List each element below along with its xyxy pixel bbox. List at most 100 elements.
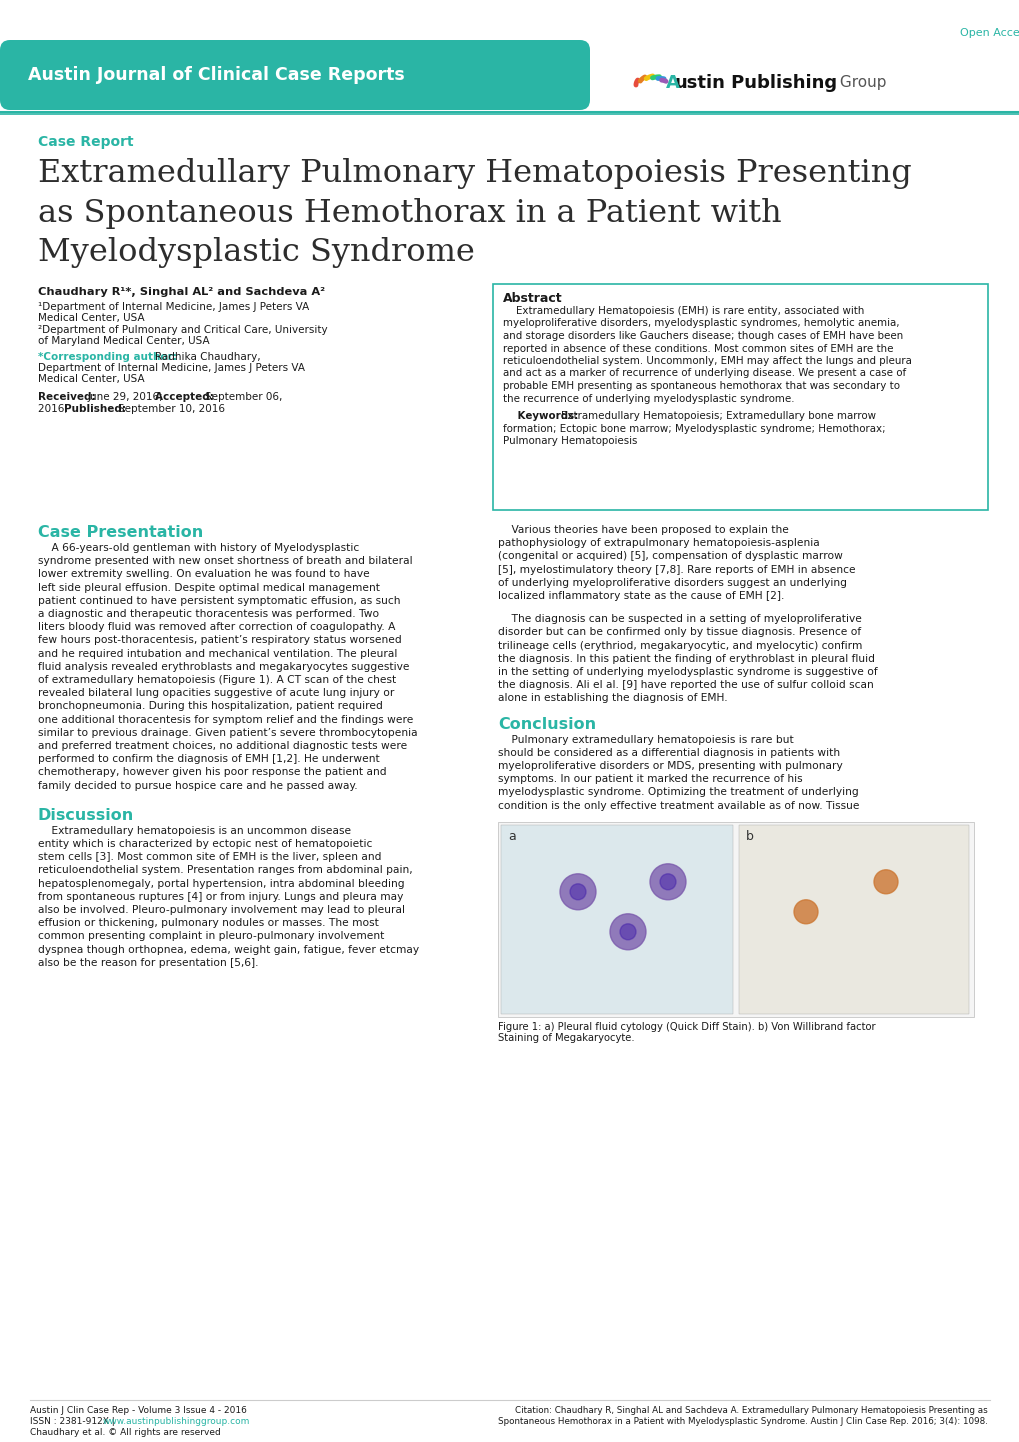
Text: disorder but can be confirmed only by tissue diagnosis. Presence of: disorder but can be confirmed only by ti…: [497, 627, 860, 637]
Text: probable EMH presenting as spontaneous hemothorax that was secondary to: probable EMH presenting as spontaneous h…: [502, 381, 899, 391]
Text: condition is the only effective treatment available as of now. Tissue: condition is the only effective treatmen…: [497, 800, 859, 810]
Text: Radhika Chaudhary,: Radhika Chaudhary,: [155, 352, 261, 362]
Text: myeloproliferative disorders or MDS, presenting with pulmonary: myeloproliferative disorders or MDS, pre…: [497, 761, 842, 771]
Text: Myelodysplastic Syndrome: Myelodysplastic Syndrome: [38, 236, 475, 268]
Text: hepatosplenomegaly, portal hypertension, intra abdominal bleeding: hepatosplenomegaly, portal hypertension,…: [38, 878, 405, 888]
Text: b: b: [745, 829, 753, 842]
Text: family decided to pursue hospice care and he passed away.: family decided to pursue hospice care an…: [38, 780, 358, 790]
Text: Group: Group: [835, 75, 886, 91]
Text: pathophysiology of extrapulmonary hematopoiesis-asplenia: pathophysiology of extrapulmonary hemato…: [497, 538, 819, 548]
Text: Pulmonary extramedullary hematopoiesis is rare but: Pulmonary extramedullary hematopoiesis i…: [497, 734, 793, 744]
Text: from spontaneous ruptures [4] or from injury. Lungs and pleura may: from spontaneous ruptures [4] or from in…: [38, 891, 403, 901]
Text: liters bloody fluid was removed after correction of coagulopathy. A: liters bloody fluid was removed after co…: [38, 622, 395, 632]
Text: ISSN : 2381-912X |: ISSN : 2381-912X |: [30, 1417, 117, 1426]
Text: Extramedullary Pulmonary Hematopoiesis Presenting: Extramedullary Pulmonary Hematopoiesis P…: [38, 159, 911, 189]
Text: dyspnea though orthopnea, edema, weight gain, fatigue, fever etcmay: dyspnea though orthopnea, edema, weight …: [38, 945, 419, 955]
Text: Extramedullary hematopoiesis is an uncommon disease: Extramedullary hematopoiesis is an uncom…: [38, 826, 351, 836]
Text: left side pleural effusion. Despite optimal medical management: left side pleural effusion. Despite opti…: [38, 583, 380, 593]
Text: (congenital or acquired) [5], compensation of dysplastic marrow: (congenital or acquired) [5], compensati…: [497, 551, 842, 561]
Text: September 06,: September 06,: [205, 392, 282, 402]
Text: effusion or thickening, pulmonary nodules or masses. The most: effusion or thickening, pulmonary nodule…: [38, 919, 378, 929]
Text: ¹Department of Internal Medicine, James J Peters VA: ¹Department of Internal Medicine, James …: [38, 301, 309, 311]
Text: Medical Center, USA: Medical Center, USA: [38, 313, 145, 323]
Text: myelodysplastic syndrome. Optimizing the treatment of underlying: myelodysplastic syndrome. Optimizing the…: [497, 787, 858, 797]
Text: of Maryland Medical Center, USA: of Maryland Medical Center, USA: [38, 336, 210, 346]
Text: June 29, 2016;: June 29, 2016;: [88, 392, 167, 402]
Text: localized inflammatory state as the cause of EMH [2].: localized inflammatory state as the caus…: [497, 591, 784, 601]
Text: as Spontaneous Hemothorax in a Patient with: as Spontaneous Hemothorax in a Patient w…: [38, 198, 781, 229]
Text: symptoms. In our patient it marked the recurrence of his: symptoms. In our patient it marked the r…: [497, 774, 802, 784]
Text: A: A: [665, 74, 680, 92]
Text: bronchopneumonia. During this hospitalization, patient required: bronchopneumonia. During this hospitaliz…: [38, 701, 382, 711]
Text: and act as a marker of recurrence of underlying disease. We present a case of: and act as a marker of recurrence of und…: [502, 369, 905, 378]
Text: Discussion: Discussion: [38, 808, 135, 823]
Text: Conclusion: Conclusion: [497, 717, 595, 731]
Text: a diagnostic and therapeutic thoracentesis was performed. Two: a diagnostic and therapeutic thoracentes…: [38, 609, 379, 619]
Text: Keywords:: Keywords:: [502, 411, 581, 421]
Text: reticuloendothelial system. Presentation ranges from abdominal pain,: reticuloendothelial system. Presentation…: [38, 865, 413, 875]
Text: A 66-years-old gentleman with history of Myelodysplastic: A 66-years-old gentleman with history of…: [38, 544, 359, 552]
Text: Accepted:: Accepted:: [155, 392, 217, 402]
Text: myeloproliferative disorders, myelodysplastic syndromes, hemolytic anemia,: myeloproliferative disorders, myelodyspl…: [502, 319, 899, 329]
Text: trilineage cells (erythriod, megakaryocytic, and myelocytic) confirm: trilineage cells (erythriod, megakaryocy…: [497, 640, 861, 650]
Text: Pulmonary Hematopoiesis: Pulmonary Hematopoiesis: [502, 435, 637, 446]
Circle shape: [659, 874, 676, 890]
Bar: [500, 825, 733, 1014]
Text: one additional thoracentesis for symptom relief and the findings were: one additional thoracentesis for symptom…: [38, 715, 413, 724]
Text: and he required intubation and mechanical ventilation. The pleural: and he required intubation and mechanica…: [38, 649, 397, 659]
Text: of extramedullary hematopoiesis (Figure 1). A CT scan of the chest: of extramedullary hematopoiesis (Figure …: [38, 675, 395, 685]
Bar: [739, 825, 968, 1014]
Text: Chaudhary et al. © All rights are reserved: Chaudhary et al. © All rights are reserv…: [30, 1428, 220, 1438]
Text: syndrome presented with new onset shortness of breath and bilateral: syndrome presented with new onset shortn…: [38, 557, 413, 567]
Text: fluid analysis revealed erythroblasts and megakaryocytes suggestive: fluid analysis revealed erythroblasts an…: [38, 662, 409, 672]
Text: Chaudhary R¹*, Singhal AL² and Sachdeva A²: Chaudhary R¹*, Singhal AL² and Sachdeva …: [38, 287, 325, 297]
Text: Citation: Chaudhary R, Singhal AL and Sachdeva A. Extramedullary Pulmonary Hemat: Citation: Chaudhary R, Singhal AL and Sa…: [515, 1406, 987, 1415]
Circle shape: [873, 870, 897, 894]
Text: Spontaneous Hemothorax in a Patient with Myelodysplastic Syndrome. Austin J Clin: Spontaneous Hemothorax in a Patient with…: [497, 1417, 987, 1426]
Text: revealed bilateral lung opacities suggestive of acute lung injury or: revealed bilateral lung opacities sugges…: [38, 688, 394, 698]
Text: Extramedullary Hematopoiesis; Extramedullary bone marrow: Extramedullary Hematopoiesis; Extramedul…: [560, 411, 875, 421]
Text: common presenting complaint in pleuro-pulmonary involvement: common presenting complaint in pleuro-pu…: [38, 932, 384, 942]
Text: ust: ust: [675, 74, 706, 92]
Text: also be involved. Pleuro-pulmonary involvement may lead to pleural: also be involved. Pleuro-pulmonary invol…: [38, 906, 405, 916]
Text: in Publishing: in Publishing: [705, 74, 837, 92]
Text: formation; Ectopic bone marrow; Myelodysplastic syndrome; Hemothorax;: formation; Ectopic bone marrow; Myelodys…: [502, 424, 884, 434]
Circle shape: [570, 884, 586, 900]
Text: patient continued to have persistent symptomatic effusion, as such: patient continued to have persistent sym…: [38, 596, 400, 606]
Text: Open Access: Open Access: [959, 27, 1019, 37]
Text: the diagnosis. In this patient the finding of erythroblast in pleural fluid: the diagnosis. In this patient the findi…: [497, 653, 874, 663]
Text: and storage disorders like Gauchers disease; though cases of EMH have been: and storage disorders like Gauchers dise…: [502, 332, 903, 340]
Text: Extramedullary Hematopoiesis (EMH) is rare entity, associated with: Extramedullary Hematopoiesis (EMH) is ra…: [502, 306, 863, 316]
Text: reticuloendothelial system. Uncommonly, EMH may affect the lungs and pleura: reticuloendothelial system. Uncommonly, …: [502, 356, 911, 366]
Text: performed to confirm the diagnosis of EMH [1,2]. He underwent: performed to confirm the diagnosis of EM…: [38, 754, 379, 764]
Text: the diagnosis. Ali el al. [9] have reported the use of sulfur colloid scan: the diagnosis. Ali el al. [9] have repor…: [497, 681, 873, 691]
Text: *Corresponding author:: *Corresponding author:: [38, 352, 180, 362]
Text: Figure 1: a) Pleural fluid cytology (Quick Diff Stain). b) Von Willibrand factor: Figure 1: a) Pleural fluid cytology (Qui…: [497, 1022, 874, 1032]
Text: ²Department of Pulmonary and Critical Care, University: ²Department of Pulmonary and Critical Ca…: [38, 324, 327, 335]
Text: Abstract: Abstract: [502, 291, 562, 306]
Text: a: a: [507, 829, 516, 842]
Text: Austin J Clin Case Rep - Volume 3 Issue 4 - 2016: Austin J Clin Case Rep - Volume 3 Issue …: [30, 1406, 247, 1415]
Text: The diagnosis can be suspected in a setting of myeloproliferative: The diagnosis can be suspected in a sett…: [497, 614, 861, 624]
Text: Austin Journal of Clinical Case Reports: Austin Journal of Clinical Case Reports: [28, 66, 405, 84]
Circle shape: [649, 864, 686, 900]
Text: Medical Center, USA: Medical Center, USA: [38, 373, 145, 384]
Text: entity which is characterized by ectopic nest of hematopoietic: entity which is characterized by ectopic…: [38, 839, 372, 849]
Text: of underlying myeloproliferative disorders suggest an underlying: of underlying myeloproliferative disorde…: [497, 578, 846, 588]
Circle shape: [620, 924, 636, 940]
Text: lower extremity swelling. On evaluation he was found to have: lower extremity swelling. On evaluation …: [38, 570, 370, 580]
Text: Staining of Megakaryocyte.: Staining of Megakaryocyte.: [497, 1032, 634, 1043]
Bar: [497, 822, 973, 1017]
Text: Published:: Published:: [64, 404, 129, 414]
Text: stem cells [3]. Most common site of EMH is the liver, spleen and: stem cells [3]. Most common site of EMH …: [38, 852, 381, 862]
Text: the recurrence of underlying myelodysplastic syndrome.: the recurrence of underlying myelodyspla…: [502, 394, 794, 404]
Circle shape: [559, 874, 595, 910]
Text: 2016;: 2016;: [38, 404, 71, 414]
Text: alone in establishing the diagnosis of EMH.: alone in establishing the diagnosis of E…: [497, 694, 727, 704]
Circle shape: [793, 900, 817, 924]
Bar: [492, 284, 987, 510]
Text: Department of Internal Medicine, James J Peters VA: Department of Internal Medicine, James J…: [38, 363, 305, 373]
Text: few hours post-thoracentesis, patient’s respiratory status worsened: few hours post-thoracentesis, patient’s …: [38, 636, 401, 646]
Text: Case Presentation: Case Presentation: [38, 525, 203, 539]
Text: in the setting of underlying myelodysplastic syndrome is suggestive of: in the setting of underlying myelodyspla…: [497, 668, 876, 676]
